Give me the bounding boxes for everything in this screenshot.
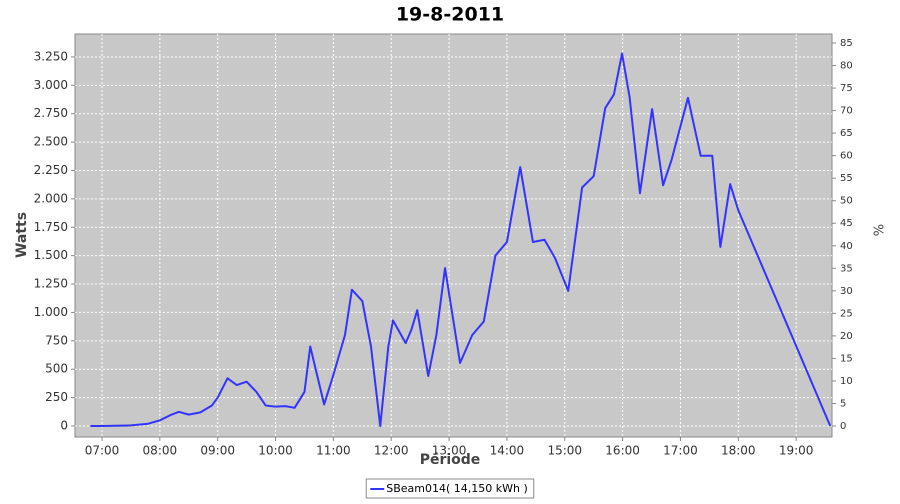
x-tick-label: 07:00 [85,444,120,458]
y-axis-label: Watts [14,212,30,258]
y2-tick-label: 70 [840,106,853,117]
y-tick-label: 3.250 [34,49,68,63]
x-tick-label: 17:00 [663,444,698,458]
y-tick-label: 2.500 [34,135,68,149]
x-tick-label: 15:00 [547,444,582,458]
y-tick-label: 1.750 [34,220,68,234]
y-tick-label: 500 [45,362,68,376]
y2-tick-label: 40 [840,241,853,252]
x-tick-label: 11:00 [316,444,351,458]
y-tick-label: 3.000 [34,78,68,92]
x-tick-label: 10:00 [258,444,293,458]
y2-tick-label: 80 [840,61,853,72]
y2-tick-label: 50 [840,196,853,207]
y-tick-label: 2.250 [34,163,68,177]
y2-tick-label: 25 [840,308,853,319]
x-tick-label: 18:00 [721,444,756,458]
y2-tick-label: 5 [840,398,846,409]
y2-tick-label: 65 [840,128,853,139]
y-tick-label: 2.000 [34,191,68,205]
y2-tick-label: 45 [840,218,853,229]
y-tick-label: 1.250 [34,277,68,291]
x-tick-label: 12:00 [374,444,409,458]
x-tick-label: 13:00 [432,444,467,458]
y-tick-label: 1.500 [34,248,68,262]
y2-tick-label: 75 [840,83,853,94]
y-tick-label: 250 [45,390,68,404]
y2-tick-label: 10 [840,376,853,387]
y2-tick-label: 0 [840,421,846,432]
y2-tick-label: 30 [840,286,853,297]
y-tick-label: 1.000 [34,305,68,319]
legend-box [365,478,535,499]
x-tick-label: 08:00 [143,444,178,458]
y2-tick-label: 55 [840,173,853,184]
y-tick-label: 0 [60,418,68,432]
x-tick-label: 14:00 [490,444,525,458]
y-tick-label: 2.750 [34,106,68,120]
y-tick-label: 750 [45,333,68,347]
y2-tick-label: 20 [840,331,853,342]
y2-tick-label: 35 [840,263,853,274]
y2-axis-label: % [873,224,888,236]
y2-tick-label: 15 [840,353,853,364]
plot-area [74,33,833,438]
x-tick-label: 16:00 [605,444,640,458]
x-axis-label: Période [420,452,481,468]
x-tick-label: 09:00 [200,444,235,458]
legend: SBeam014( 14,150 kWh ) [365,478,535,499]
x-tick-label: 19:00 [779,444,814,458]
y2-tick-label: 60 [840,151,853,162]
legend-label: SBeam014( 14,150 kWh ) [386,482,528,495]
y2-tick-label: 85 [840,38,853,49]
data-line [90,52,832,427]
chart-title: 19-8-2011 [396,4,504,26]
